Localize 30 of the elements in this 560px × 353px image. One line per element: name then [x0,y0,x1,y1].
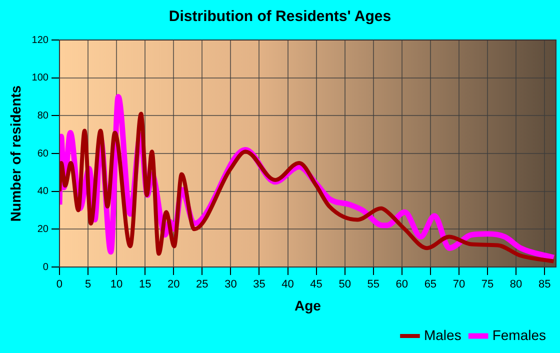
y-tick-label: 40 [37,186,49,198]
x-tick-label: 25 [196,278,208,291]
x-tick-label: 55 [367,278,380,291]
x-tick-label: 65 [424,278,437,291]
y-tick-label: 20 [37,224,49,235]
x-tick-label: 85 [538,278,551,291]
x-tick-label: 10 [110,278,123,291]
x-tick-label: 0 [56,278,63,291]
x-tick-label: 35 [253,278,266,291]
x-tick-label: 45 [310,278,322,291]
y-tick-label: 120 [32,34,49,46]
x-tick-label: 75 [481,278,494,291]
x-tick-label: 5 [84,278,92,291]
legend-label: Females [492,326,546,343]
x-tick-label: 60 [396,278,408,291]
y-tick-label: 60 [37,148,49,160]
x-tick-label: 15 [138,278,152,291]
x-tick-label: 40 [282,278,294,291]
x-tick-label: 80 [510,278,522,291]
y-axis-title: Number of residents [7,85,24,222]
chart-title: Distribution of Residents' Ages [168,8,392,26]
y-tick-label: 80 [37,110,49,122]
x-axis-title: Age [294,297,322,314]
x-tick-label: 70 [452,278,466,291]
legend-label: Males [424,326,462,343]
y-tick-label: 100 [32,72,49,84]
x-tick-label: 20 [168,278,180,291]
y-tick-label: 0 [42,262,49,273]
x-tick-label: 50 [338,278,351,291]
x-tick-label: 30 [224,278,237,291]
